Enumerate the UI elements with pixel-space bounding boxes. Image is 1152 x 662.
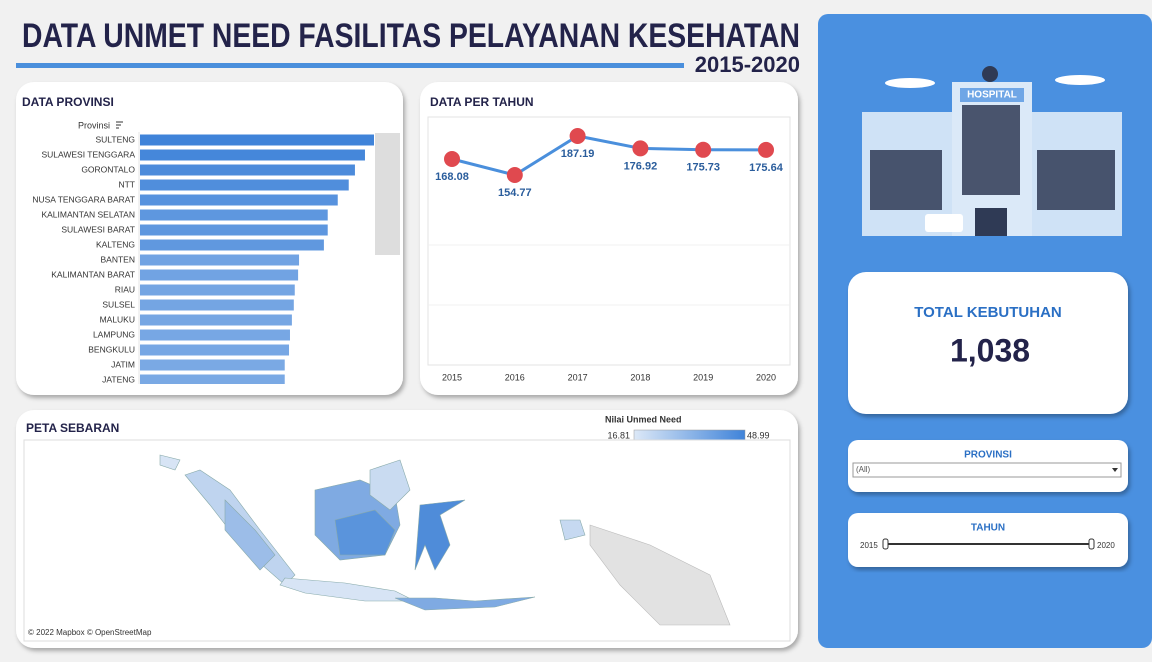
bar — [140, 359, 285, 371]
category-label: NTT — [118, 179, 135, 189]
card-title: PETA SEBARAN — [26, 421, 119, 435]
category-label: LAMPUNG — [93, 329, 135, 339]
bar — [140, 209, 328, 221]
data-label: 154.77 — [498, 187, 532, 199]
region[interactable] — [369, 459, 411, 511]
slider-handle[interactable] — [1088, 538, 1095, 550]
card-title: DATA PER TAHUN — [430, 95, 534, 109]
bar — [140, 329, 290, 341]
category-label: KALIMANTAN BARAT — [51, 269, 135, 279]
filter-label: TAHUN — [971, 523, 1005, 534]
category-label: GORONTALO — [81, 164, 135, 174]
region[interactable] — [224, 499, 276, 571]
bar — [140, 284, 295, 296]
region[interactable] — [589, 524, 731, 626]
bar — [140, 149, 365, 161]
kpi-value: 1,038 — [950, 332, 1030, 368]
category-label: MALUKU — [100, 314, 135, 324]
category-label: KALIMANTAN SELATAN — [41, 209, 135, 219]
slider-end: 2020 — [1097, 541, 1115, 550]
category-label: JATIM — [111, 359, 135, 369]
x-tick-label: 2019 — [693, 372, 713, 382]
filter-label: PROVINSI — [964, 450, 1012, 461]
bar — [140, 239, 324, 251]
category-label: KALTENG — [96, 239, 135, 249]
bar-group: SULTENG SULAWESI TENGGARA GORONTALO NTT NUSA… — [32, 134, 374, 384]
category-label: SULAWESI TENGGARA — [41, 149, 135, 159]
data-label: 187.19 — [561, 148, 595, 160]
region[interactable] — [414, 499, 466, 571]
title-underline — [16, 63, 684, 68]
bar — [140, 134, 374, 146]
region[interactable] — [334, 509, 396, 556]
category-label: JATENG — [102, 374, 135, 384]
bar — [140, 314, 292, 326]
scrollbar[interactable] — [375, 133, 400, 255]
map-shapes — [159, 454, 731, 626]
category-label: RIAU — [115, 284, 135, 294]
filter-card — [848, 513, 1128, 567]
slider-handle[interactable] — [882, 538, 889, 550]
data-label: 175.73 — [686, 162, 720, 174]
card-title: DATA PROVINSI — [22, 95, 114, 109]
dropdown-arrow[interactable] — [1112, 468, 1118, 472]
dropdown[interactable] — [852, 462, 1122, 478]
line — [451, 134, 767, 177]
dropdown-value: (All) — [856, 465, 871, 474]
hospital-illustration: HOSPITAL — [862, 66, 1122, 236]
bar — [140, 269, 299, 281]
legend-min: 16.81 — [607, 430, 630, 440]
bar — [140, 374, 285, 384]
axis-label: Provinsi — [78, 120, 110, 130]
category-label: BANTEN — [101, 254, 135, 264]
category-label: SULTENG — [95, 134, 135, 144]
kpi-card — [848, 272, 1128, 414]
region[interactable] — [394, 596, 536, 611]
marker — [569, 128, 586, 144]
region[interactable] — [279, 577, 416, 602]
category-label: NUSA TENGGARA BARAT — [32, 194, 135, 204]
marker — [506, 167, 523, 183]
region[interactable] — [559, 519, 586, 541]
bar — [140, 164, 355, 176]
category-label: BENGKULU — [88, 344, 135, 354]
x-tick-label: 2018 — [630, 372, 650, 382]
x-tick-label: 2015 — [442, 372, 462, 382]
legend-title: Nilai Unmed Need — [605, 414, 682, 424]
x-tick-label: 2016 — [505, 372, 525, 382]
sort-icon[interactable] — [116, 121, 123, 129]
bar — [140, 344, 290, 356]
svg-text:HOSPITAL: HOSPITAL — [967, 90, 1017, 101]
card-tahun — [420, 82, 798, 395]
marker — [444, 150, 460, 167]
attribution: © 2022 Mapbox © OpenStreetMap — [28, 628, 152, 637]
data-label: 176.92 — [624, 160, 658, 172]
marker — [632, 140, 649, 157]
page-title: DATA UNMET NEED FASILITAS PELAYANAN KESE… — [22, 17, 800, 55]
x-tick-label: 2017 — [568, 372, 588, 382]
category-label: SULAWESI BARAT — [61, 224, 135, 234]
line-group: 168.08 2015 154.77 2016 187.19 2017 176.92 2018… — [435, 128, 784, 382]
bar — [140, 254, 300, 266]
bar — [140, 179, 349, 191]
bar — [140, 299, 294, 311]
legend-max: 48.99 — [747, 430, 770, 440]
kpi-label: TOTAL KEBUTUHAN — [914, 304, 1062, 321]
bar — [140, 224, 328, 236]
plot-area — [427, 116, 791, 366]
bar — [140, 194, 338, 206]
data-label: 168.08 — [435, 171, 469, 183]
marker — [758, 141, 774, 158]
x-tick-label: 2020 — [756, 372, 776, 382]
marker — [695, 141, 712, 158]
category-label: SULSEL — [102, 299, 135, 309]
data-label: 175.64 — [749, 162, 784, 174]
region[interactable] — [159, 454, 181, 471]
page-subtitle: 2015-2020 — [695, 52, 800, 77]
slider-start: 2015 — [860, 541, 878, 550]
